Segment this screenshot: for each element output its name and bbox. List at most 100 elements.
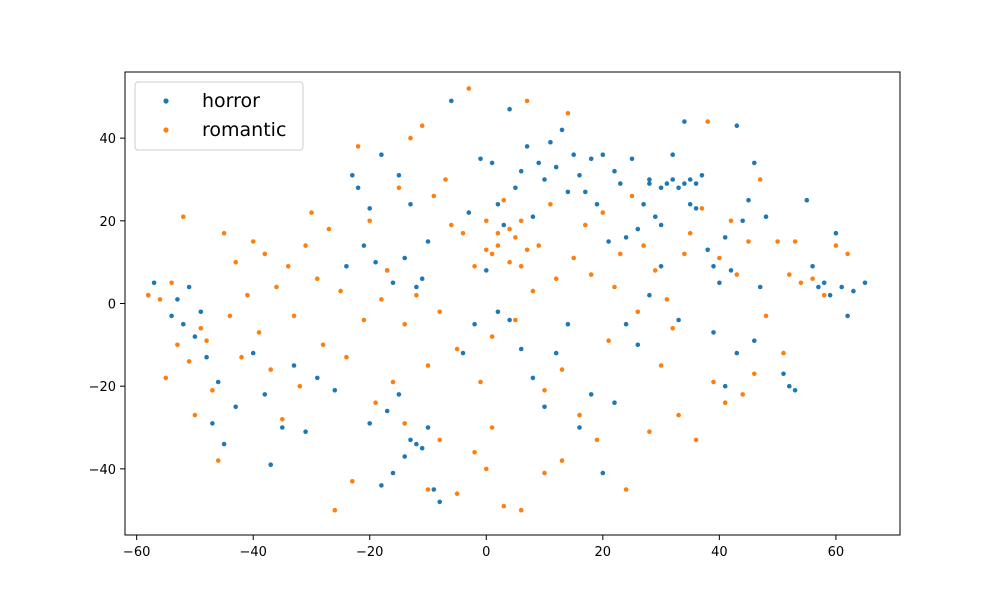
data-point-horror bbox=[414, 284, 419, 290]
data-point-romantic bbox=[478, 379, 483, 385]
data-point-romantic bbox=[175, 342, 180, 348]
data-point-horror bbox=[722, 383, 728, 389]
data-point-horror bbox=[419, 276, 425, 282]
data-point-romantic bbox=[146, 292, 151, 298]
data-point-horror bbox=[507, 317, 512, 323]
data-point-romantic bbox=[285, 264, 291, 269]
data-point-horror bbox=[355, 185, 361, 191]
data-point-horror bbox=[373, 259, 378, 265]
data-point-romantic bbox=[466, 86, 472, 91]
data-point-romantic bbox=[408, 135, 413, 141]
data-point-romantic bbox=[437, 437, 443, 443]
data-point-horror bbox=[215, 379, 221, 385]
data-point-horror bbox=[332, 388, 338, 393]
data-point-horror bbox=[693, 181, 699, 186]
data-point-romantic bbox=[210, 388, 215, 393]
data-point-romantic bbox=[344, 354, 349, 360]
data-point-horror bbox=[181, 321, 186, 327]
data-point-romantic bbox=[722, 400, 728, 406]
data-point-romantic bbox=[845, 251, 850, 257]
data-point-horror bbox=[658, 185, 664, 191]
legend-box bbox=[134, 81, 304, 151]
data-point-horror bbox=[460, 350, 466, 356]
data-point-romantic bbox=[583, 222, 588, 228]
data-point-romantic bbox=[518, 264, 524, 269]
data-point-romantic bbox=[414, 292, 419, 298]
data-point-horror bbox=[250, 350, 256, 356]
data-point-romantic bbox=[454, 346, 460, 352]
data-point-horror bbox=[419, 445, 425, 451]
data-point-romantic bbox=[472, 450, 477, 455]
data-point-horror bbox=[792, 388, 798, 393]
data-point-romantic bbox=[402, 421, 408, 426]
legend-marker-romantic bbox=[163, 127, 169, 133]
data-point-romantic bbox=[746, 239, 751, 244]
data-point-horror bbox=[693, 206, 699, 211]
data-point-horror bbox=[379, 483, 384, 488]
data-point-horror bbox=[384, 408, 390, 414]
data-point-horror bbox=[431, 487, 437, 492]
data-point-horror bbox=[682, 181, 687, 186]
data-point-horror bbox=[670, 177, 675, 182]
data-point-romantic bbox=[821, 292, 827, 298]
data-point-romantic bbox=[268, 367, 274, 372]
data-point-romantic bbox=[256, 330, 262, 335]
data-point-horror bbox=[233, 404, 238, 410]
data-point-romantic bbox=[693, 437, 699, 443]
data-point-horror bbox=[489, 160, 495, 166]
data-point-romantic bbox=[711, 379, 716, 385]
data-point-horror bbox=[367, 421, 373, 426]
data-point-horror bbox=[536, 160, 541, 166]
data-point-romantic bbox=[454, 491, 460, 497]
data-point-romantic bbox=[518, 507, 524, 513]
data-point-horror bbox=[513, 185, 518, 191]
data-point-horror bbox=[192, 334, 198, 339]
data-point-horror bbox=[530, 214, 536, 219]
data-point-romantic bbox=[449, 222, 454, 228]
y-axis: −40 −20 0 20 40 bbox=[89, 132, 125, 478]
data-point-horror bbox=[198, 309, 204, 315]
data-point-romantic bbox=[810, 276, 815, 282]
data-point-horror bbox=[262, 392, 268, 397]
data-point-romantic bbox=[233, 259, 238, 265]
data-point-horror bbox=[588, 392, 594, 397]
data-point-horror bbox=[757, 284, 763, 290]
data-point-horror bbox=[548, 140, 553, 145]
data-point-romantic bbox=[402, 321, 408, 327]
data-point-romantic bbox=[303, 243, 308, 248]
data-point-horror bbox=[682, 119, 687, 124]
data-point-horror bbox=[676, 317, 681, 323]
data-point-romantic bbox=[787, 272, 792, 277]
data-point-romantic bbox=[501, 503, 507, 509]
data-point-romantic bbox=[752, 371, 757, 377]
data-point-romantic bbox=[623, 487, 629, 492]
data-point-romantic bbox=[536, 243, 541, 248]
data-point-horror bbox=[600, 152, 606, 157]
data-point-horror bbox=[600, 470, 606, 476]
data-point-horror bbox=[507, 106, 512, 112]
data-point-horror bbox=[676, 185, 681, 191]
data-point-romantic bbox=[518, 218, 524, 224]
data-point-romantic bbox=[553, 276, 559, 282]
data-point-romantic bbox=[513, 235, 518, 240]
data-point-romantic bbox=[699, 206, 705, 211]
data-point-horror bbox=[210, 421, 215, 426]
data-point-romantic bbox=[705, 119, 710, 124]
data-point-horror bbox=[361, 243, 367, 248]
series-romantic bbox=[146, 86, 850, 513]
data-point-horror bbox=[583, 189, 588, 195]
data-point-horror bbox=[518, 168, 524, 174]
data-point-horror bbox=[204, 354, 209, 360]
data-point-romantic bbox=[215, 458, 221, 463]
data-point-horror bbox=[501, 222, 507, 228]
data-point-romantic bbox=[390, 379, 396, 385]
data-point-romantic bbox=[594, 437, 600, 443]
data-point-horror bbox=[542, 177, 547, 182]
data-point-romantic bbox=[798, 280, 804, 286]
data-point-horror bbox=[402, 454, 408, 459]
data-point-horror bbox=[711, 264, 716, 269]
data-point-horror bbox=[816, 284, 821, 290]
data-point-romantic bbox=[181, 214, 186, 219]
data-point-horror bbox=[612, 168, 617, 174]
data-point-horror bbox=[291, 363, 297, 368]
